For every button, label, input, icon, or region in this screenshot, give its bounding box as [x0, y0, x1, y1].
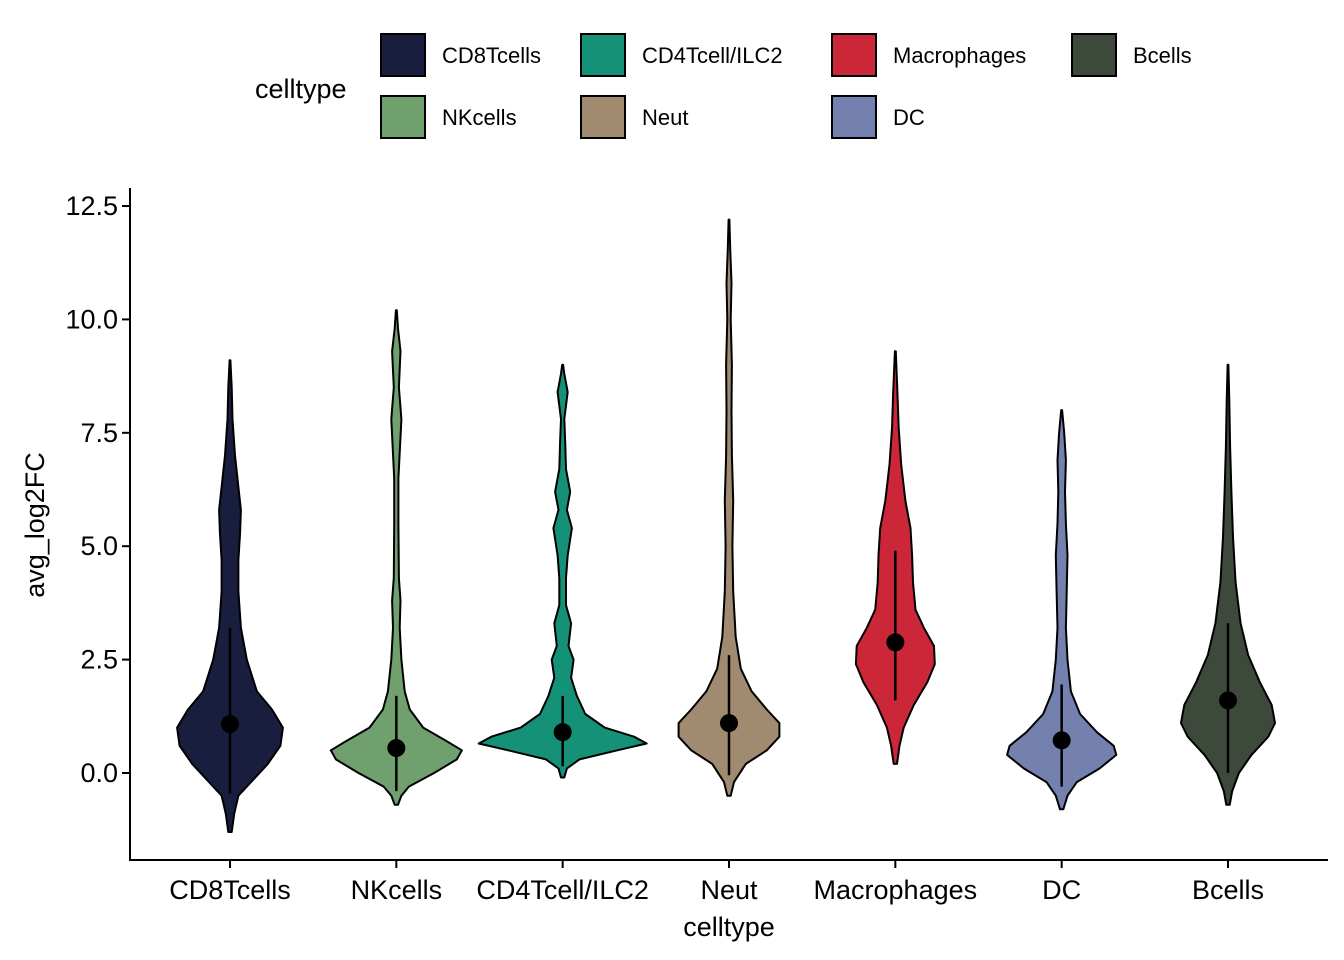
legend-key-nkcells — [380, 95, 426, 139]
median-point-neut — [720, 714, 738, 733]
violin-group-neut — [677, 218, 781, 797]
x-tick-label: Bcells — [1192, 875, 1264, 905]
legend-title: celltype — [255, 74, 347, 104]
violins — [176, 218, 1276, 833]
median-point-macrophages — [886, 633, 905, 652]
violin-group-dc — [1006, 409, 1118, 811]
x-axis-title: celltype — [683, 912, 775, 942]
x-tick-label: CD4Tcell/ILC2 — [476, 875, 649, 905]
violin-neut — [677, 218, 781, 797]
legend-label-cd8tcells: CD8Tcells — [442, 43, 541, 68]
legend-label-dc: DC — [893, 105, 925, 130]
x-tick-label: CD8Tcells — [169, 875, 291, 905]
median-point-dc — [1052, 731, 1071, 750]
violin-dc — [1006, 409, 1118, 811]
violin-nkcells — [329, 309, 463, 806]
legend-key-bcells — [1071, 33, 1117, 77]
median-point-bcells — [1219, 691, 1237, 710]
legend-key-cd8tcells — [380, 33, 426, 77]
x-tick-label: NKcells — [351, 875, 443, 905]
violin-group-cd4tcell-ilc2 — [477, 363, 648, 779]
y-tick-label: 5.0 — [80, 531, 118, 561]
legend-label-macrophages: Macrophages — [893, 43, 1026, 68]
legend-label-nkcells: NKcells — [442, 105, 517, 130]
median-point-cd8tcells — [221, 715, 239, 734]
median-point-cd4tcell-ilc2 — [553, 723, 572, 742]
violin-bcells — [1180, 363, 1276, 806]
y-tick-label: 12.5 — [65, 191, 118, 221]
legend: celltype CD8Tcells CD4Tcell/ILC2 Macrophag… — [255, 33, 1192, 139]
violin-group-cd8tcells — [176, 359, 284, 833]
y-tick-label: 0.0 — [80, 758, 118, 788]
x-tick-label: Macrophages — [814, 875, 978, 905]
y-tick-label: 10.0 — [65, 304, 118, 334]
axes: 0.0 2.5 5.0 7.5 10.0 12.5 CD8Tcells NKcells CD4T… — [65, 188, 1328, 905]
violin-cd4tcell-ilc2 — [477, 363, 648, 779]
legend-label-bcells: Bcells — [1133, 43, 1192, 68]
legend-key-dc — [831, 95, 877, 139]
x-tick-label: Neut — [700, 875, 758, 905]
violin-group-nkcells — [329, 309, 463, 806]
legend-key-neut — [580, 95, 626, 139]
legend-label-neut: Neut — [642, 105, 688, 130]
legend-key-macrophages — [831, 33, 877, 77]
violin-group-bcells — [1180, 363, 1276, 806]
y-axis-title: avg_log2FC — [20, 452, 50, 598]
y-tick-label: 2.5 — [80, 645, 118, 675]
legend-key-cd4tcell-ilc2 — [580, 33, 626, 77]
violin-cd8tcells — [176, 359, 284, 833]
violin-group-macrophages — [854, 350, 936, 765]
x-tick-label: DC — [1042, 875, 1081, 905]
legend-label-cd4tcell-ilc2: CD4Tcell/ILC2 — [642, 43, 783, 68]
median-point-nkcells — [387, 739, 406, 758]
y-tick-label: 7.5 — [80, 418, 118, 448]
